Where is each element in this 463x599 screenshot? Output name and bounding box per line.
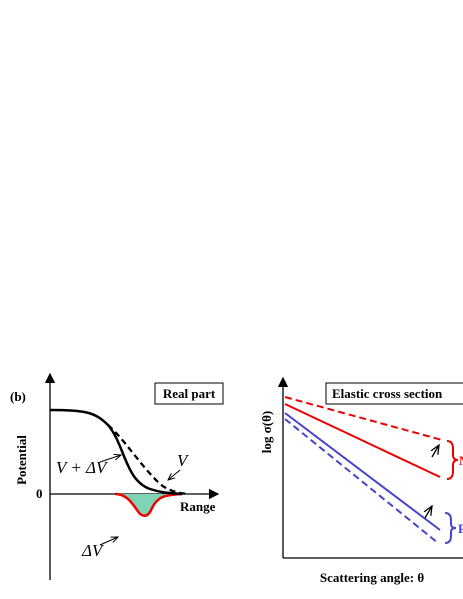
- arrow: [99, 455, 121, 463]
- curve-v-dv: [49, 408, 183, 496]
- arrow: [432, 445, 439, 458]
- group-label: N: [459, 453, 463, 468]
- group-label: P: [458, 521, 463, 536]
- red-dashed: [284, 396, 443, 441]
- title: Real part: [163, 386, 216, 401]
- label-v: V: [177, 451, 190, 470]
- title: Elastic cross section: [332, 386, 443, 401]
- panel-label: (b): [10, 389, 26, 404]
- x-axis-label: Scattering angle: θ: [320, 570, 424, 585]
- brace: [446, 440, 459, 480]
- title-box: [154, 382, 224, 405]
- label-v-dv: V + ΔV: [56, 458, 109, 477]
- red-solid: [284, 403, 441, 478]
- delta-fill: [115, 494, 182, 516]
- blue-dashed: [284, 418, 439, 544]
- x-axis-label: Range: [180, 499, 216, 514]
- blue-solid: [284, 412, 441, 531]
- y-axis-label: log σ(θ): [259, 411, 274, 453]
- arrow: [425, 506, 432, 519]
- arrow: [168, 469, 181, 480]
- y-axis-label: Potential: [14, 435, 29, 485]
- brace: [444, 512, 457, 544]
- label-dv: ΔV: [81, 541, 105, 560]
- zero-label: 0: [36, 486, 43, 501]
- delta-curve: [114, 492, 183, 517]
- title-box: [325, 382, 463, 405]
- curve-v: [107, 424, 189, 496]
- arrow: [99, 537, 118, 546]
